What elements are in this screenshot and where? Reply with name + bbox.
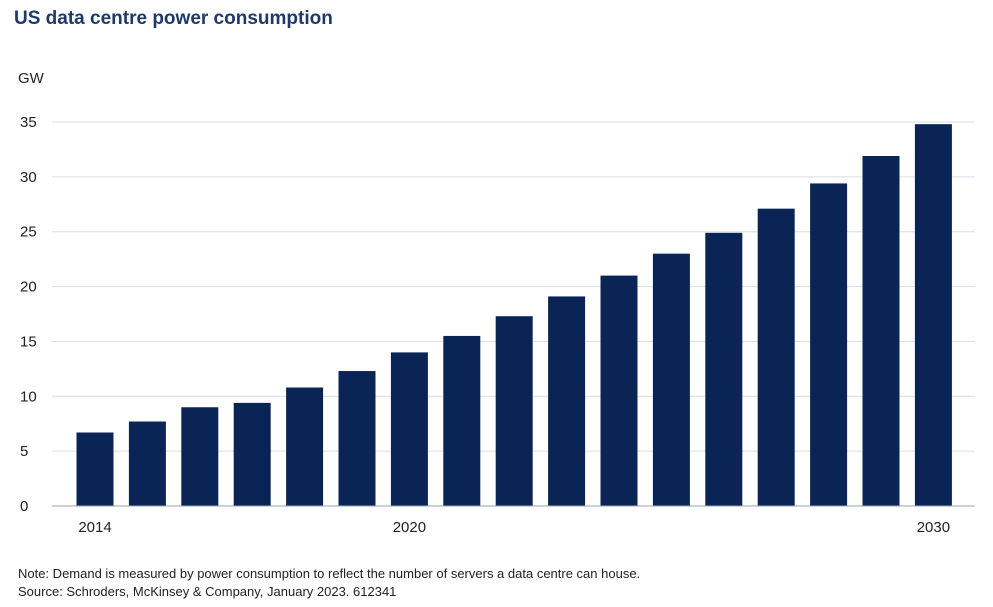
- bar: [548, 296, 586, 506]
- bar: [652, 253, 690, 506]
- bar: [757, 208, 795, 506]
- chart-footnote: Note: Demand is measured by power consum…: [18, 565, 640, 601]
- bar: [600, 275, 638, 506]
- bar: [914, 124, 952, 507]
- note-text: Note: Demand is measured by power consum…: [18, 566, 641, 581]
- bar-chart: 0 5 10 15 20 25 30 35 2014 2020 2030: [20, 114, 975, 536]
- bar: [705, 232, 743, 506]
- x-tick-label: 2014: [78, 519, 111, 536]
- y-tick-label: 30: [20, 169, 37, 186]
- bar: [233, 402, 271, 506]
- bar: [338, 371, 376, 506]
- y-tick-label: 15: [20, 333, 37, 350]
- x-tick-label: 2030: [917, 519, 950, 536]
- bar: [862, 156, 900, 507]
- bar: [76, 432, 114, 506]
- y-tick-label: 35: [20, 114, 37, 131]
- bar: [286, 387, 324, 506]
- bar: [443, 335, 481, 506]
- bar: [128, 421, 166, 506]
- y-tick-label: 0: [20, 498, 28, 515]
- bar: [390, 352, 428, 506]
- bar: [810, 183, 848, 506]
- source-text: Source: Schroders, McKinsey & Company, J…: [18, 584, 397, 599]
- y-tick-label: 5: [20, 443, 28, 460]
- y-axis-unit-label: GW: [18, 70, 44, 87]
- y-tick-label: 25: [20, 224, 37, 241]
- chart-title: US data centre power consumption: [14, 8, 333, 29]
- y-tick-label: 20: [20, 279, 37, 296]
- bar: [495, 316, 533, 506]
- bar: [181, 407, 219, 506]
- x-tick-label: 2020: [393, 519, 426, 536]
- y-tick-label: 10: [20, 388, 37, 405]
